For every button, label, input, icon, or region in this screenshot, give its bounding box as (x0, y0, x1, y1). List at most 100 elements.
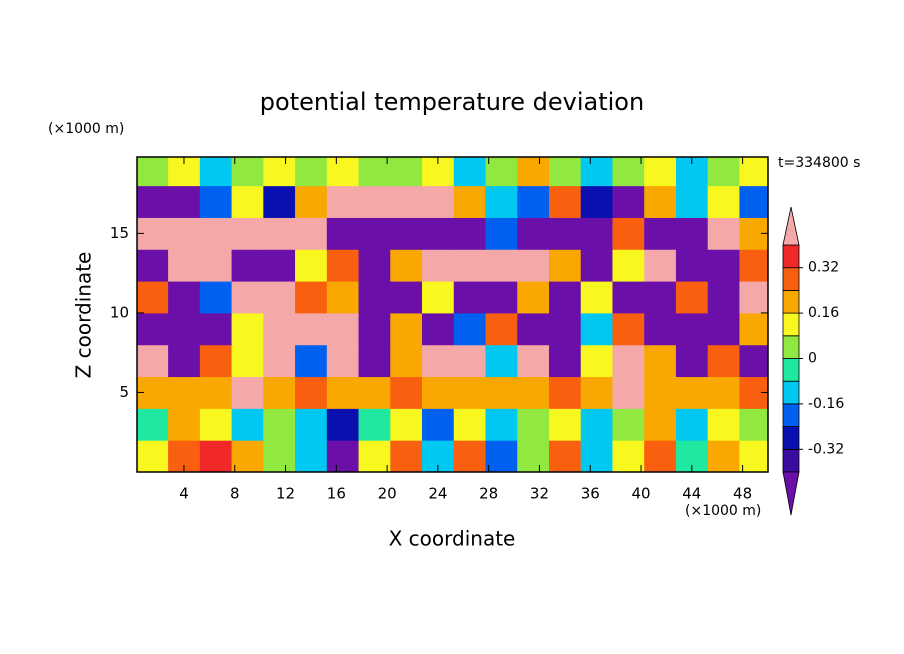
field-cell (422, 344, 455, 378)
field-cell (358, 440, 391, 472)
field-cell (137, 312, 169, 346)
field-cell (295, 344, 328, 378)
y-tick-label: 5 (119, 383, 129, 401)
field-cell (358, 157, 391, 187)
field-cell (358, 376, 391, 409)
field-cell (517, 408, 550, 441)
field-cell (517, 312, 550, 346)
x-tick-label: 28 (479, 485, 498, 503)
field-cell (358, 312, 391, 346)
field-cell (485, 217, 518, 250)
x-tick-label: 44 (682, 485, 701, 503)
field-cell (612, 408, 645, 441)
field-cell (453, 312, 487, 346)
x-tick-label: 12 (276, 485, 295, 503)
colorbar-box (782, 380, 800, 405)
field-cell (485, 376, 518, 409)
field-cell (485, 312, 518, 346)
field-cell (199, 185, 233, 218)
field-cell (231, 157, 264, 187)
plot-frame (136, 156, 769, 473)
x-tick-label: 24 (428, 485, 447, 503)
field-cell (263, 157, 296, 187)
field-cell (199, 312, 233, 346)
x-tick-label: 4 (179, 485, 189, 503)
y-tick-label: 15 (110, 224, 129, 242)
field-cell (707, 376, 740, 409)
field-cell (707, 440, 740, 472)
field-cell (739, 440, 768, 472)
x-tick-label: 40 (631, 485, 650, 503)
field-cell (137, 249, 169, 282)
field-cell (548, 249, 582, 282)
field-cell (390, 344, 423, 378)
field-cell (739, 281, 768, 314)
field-cell (231, 249, 264, 282)
field-cell (548, 185, 582, 218)
field-cell (485, 185, 518, 218)
field-cell (485, 408, 518, 441)
field-cell (137, 157, 169, 187)
field-cell (422, 185, 455, 218)
field-cell (231, 408, 264, 441)
colorbar-tick-label: 0 (808, 351, 817, 367)
colorbar-tick-label: -0.32 (808, 441, 844, 457)
field-cell (453, 281, 487, 314)
field-cell (644, 376, 677, 409)
colorbar-tick-label: 0.32 (808, 260, 839, 276)
field-cell (422, 249, 455, 282)
field-cell (675, 281, 709, 314)
field-cell (137, 408, 169, 441)
colorbar-box (782, 358, 800, 382)
field-cell (199, 217, 233, 250)
colorbar-box (782, 335, 800, 359)
field-cell (199, 408, 233, 441)
field-cell (137, 281, 169, 314)
field-cell (548, 157, 582, 187)
field-cell (295, 157, 328, 187)
field (137, 157, 768, 472)
field-cell (168, 344, 201, 378)
field-cell (453, 217, 487, 250)
field-cell (675, 185, 709, 218)
field-cell (326, 440, 360, 472)
colorbar-top-triangle (782, 206, 800, 246)
field-cell (390, 440, 423, 472)
field-cell (548, 440, 582, 472)
field-cell (644, 344, 677, 378)
field-cell (485, 344, 518, 378)
field-cell (326, 344, 360, 378)
field-cell (231, 440, 264, 472)
field-cell (326, 217, 360, 250)
field-cell (612, 344, 645, 378)
field-cell (485, 281, 518, 314)
field-cell (739, 408, 768, 441)
field-cell (168, 312, 201, 346)
field-cell (548, 344, 582, 378)
field-cell (326, 249, 360, 282)
colorbar-tick-label: 0.16 (808, 305, 839, 321)
field-cell (422, 376, 455, 409)
field-cell (168, 281, 201, 314)
field-cell (263, 185, 296, 218)
field-cell (453, 157, 487, 187)
field-cell (422, 312, 455, 346)
field-cell (644, 440, 677, 472)
field-cell (707, 249, 740, 282)
field-cell (453, 440, 487, 472)
field-cell (580, 312, 613, 346)
field-cell (580, 440, 613, 472)
field-cell (517, 440, 550, 472)
field-cell (390, 249, 423, 282)
colorbar-box (782, 312, 800, 337)
field-cell (358, 249, 391, 282)
field-cell (263, 281, 296, 314)
field-cell (453, 376, 487, 409)
field-cell (612, 440, 645, 472)
field-cell (580, 344, 613, 378)
field-cell (739, 249, 768, 282)
field-cell (517, 249, 550, 282)
field-cell (612, 157, 645, 187)
field-cell (612, 312, 645, 346)
